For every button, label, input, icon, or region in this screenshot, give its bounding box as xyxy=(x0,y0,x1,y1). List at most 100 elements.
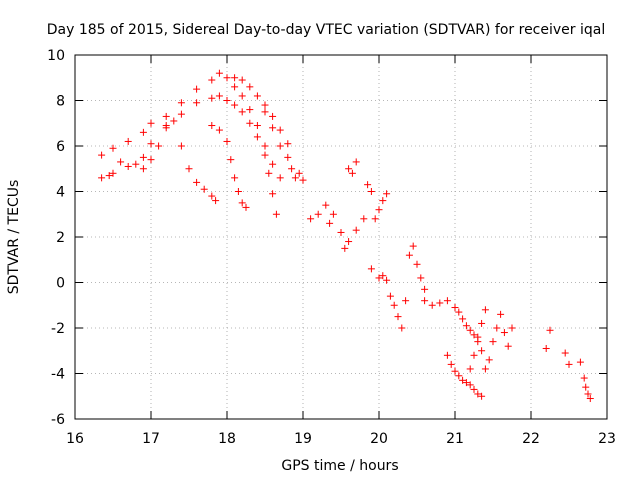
data-point xyxy=(124,137,132,145)
data-point xyxy=(105,172,113,180)
x-tick-label: 18 xyxy=(218,431,236,447)
data-point xyxy=(98,151,106,159)
data-point xyxy=(231,101,239,109)
data-point xyxy=(276,174,284,182)
data-point xyxy=(246,106,254,114)
chart-title: Day 185 of 2015, Sidereal Day-to-day VTE… xyxy=(47,22,605,38)
data-point xyxy=(364,181,372,189)
data-point xyxy=(208,192,216,200)
data-point xyxy=(238,92,246,100)
data-point xyxy=(177,110,185,118)
data-point xyxy=(261,101,269,109)
data-point xyxy=(307,215,315,223)
data-point xyxy=(466,365,474,373)
x-tick-label: 20 xyxy=(370,431,388,447)
data-point xyxy=(443,351,451,359)
data-point xyxy=(261,151,269,159)
data-point xyxy=(352,226,360,234)
data-point xyxy=(208,76,216,84)
data-point xyxy=(481,365,489,373)
data-point xyxy=(500,329,508,337)
x-tick-label: 23 xyxy=(598,431,616,447)
data-point xyxy=(147,140,155,148)
data-points xyxy=(98,69,594,403)
data-point xyxy=(269,124,277,132)
data-point xyxy=(147,156,155,164)
data-point xyxy=(497,310,505,318)
data-point xyxy=(576,358,584,366)
data-point xyxy=(367,265,375,273)
data-point xyxy=(177,142,185,150)
data-point xyxy=(586,395,594,403)
data-point xyxy=(215,69,223,77)
data-point xyxy=(546,326,554,334)
data-point xyxy=(379,272,387,280)
data-point xyxy=(466,326,474,334)
data-point xyxy=(478,319,486,327)
y-tick-labels: -6 -4 -2 0 2 4 6 8 10 xyxy=(47,48,65,428)
data-point xyxy=(109,144,117,152)
data-point xyxy=(272,210,280,218)
data-point xyxy=(565,360,573,368)
y-tick-label: 8 xyxy=(56,94,65,110)
data-point xyxy=(345,238,353,246)
y-tick-label: 10 xyxy=(47,48,65,64)
data-point xyxy=(215,92,223,100)
data-point xyxy=(265,169,273,177)
x-tick-label: 22 xyxy=(522,431,540,447)
y-axis-label: SDTVAR / TECUs xyxy=(6,180,22,295)
data-point xyxy=(162,124,170,132)
data-point xyxy=(375,206,383,214)
data-point xyxy=(436,299,444,307)
data-point xyxy=(360,215,368,223)
data-point xyxy=(234,188,242,195)
data-point xyxy=(124,162,132,170)
data-point xyxy=(261,108,269,116)
data-point xyxy=(139,165,147,173)
data-point xyxy=(470,331,478,339)
x-tick-label: 16 xyxy=(66,431,84,447)
data-point xyxy=(109,169,117,177)
x-tick-labels: 16 17 18 19 20 21 22 23 xyxy=(66,431,616,447)
x-tick-label: 19 xyxy=(294,431,312,447)
data-point xyxy=(352,158,360,166)
data-point xyxy=(462,322,470,330)
data-point xyxy=(269,160,277,168)
data-point xyxy=(466,381,474,389)
data-point xyxy=(478,347,486,355)
data-point xyxy=(231,74,239,82)
data-point xyxy=(132,160,140,168)
x-axis-label: GPS time / hours xyxy=(281,458,398,474)
data-point xyxy=(193,178,201,186)
data-point xyxy=(284,140,292,148)
data-point xyxy=(394,313,402,321)
data-point xyxy=(139,153,147,161)
data-point xyxy=(155,142,163,150)
data-point xyxy=(212,197,220,205)
data-point xyxy=(348,169,356,177)
data-point xyxy=(371,215,379,223)
data-point xyxy=(383,276,391,284)
data-point xyxy=(542,344,550,352)
data-point xyxy=(246,83,254,91)
data-point xyxy=(474,338,482,346)
data-point xyxy=(341,244,349,252)
data-point xyxy=(276,126,284,134)
y-tick-label: -6 xyxy=(51,412,65,428)
grid-lines xyxy=(75,55,607,419)
y-tick-label: -4 xyxy=(51,367,65,383)
data-point xyxy=(478,392,486,400)
y-tick-label: 4 xyxy=(56,185,65,201)
data-point xyxy=(470,351,478,359)
data-point xyxy=(447,360,455,368)
data-point xyxy=(231,174,239,182)
x-tick-label: 17 xyxy=(142,431,160,447)
data-point xyxy=(459,376,467,384)
data-point xyxy=(227,156,235,164)
data-point xyxy=(443,297,451,305)
data-point xyxy=(421,297,429,305)
data-point xyxy=(470,385,478,393)
data-point xyxy=(409,242,417,250)
data-point xyxy=(185,165,193,173)
